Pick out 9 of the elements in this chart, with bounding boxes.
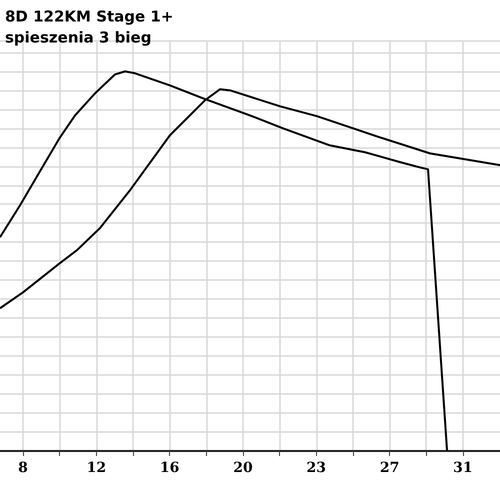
x-tick-label: 27 <box>380 460 400 476</box>
x-tick-label: 12 <box>86 460 106 476</box>
x-tick-label: 8 <box>18 460 28 476</box>
x-tick-label: 23 <box>306 460 326 476</box>
x-tick-label: 31 <box>453 460 473 476</box>
chart-subtitle: spieszenia 3 bieg <box>5 28 152 46</box>
x-tick-label: 16 <box>160 460 180 476</box>
chart-title: 8D 122KM Stage 1+ <box>5 8 174 26</box>
x-tick-label: 20 <box>233 460 253 476</box>
